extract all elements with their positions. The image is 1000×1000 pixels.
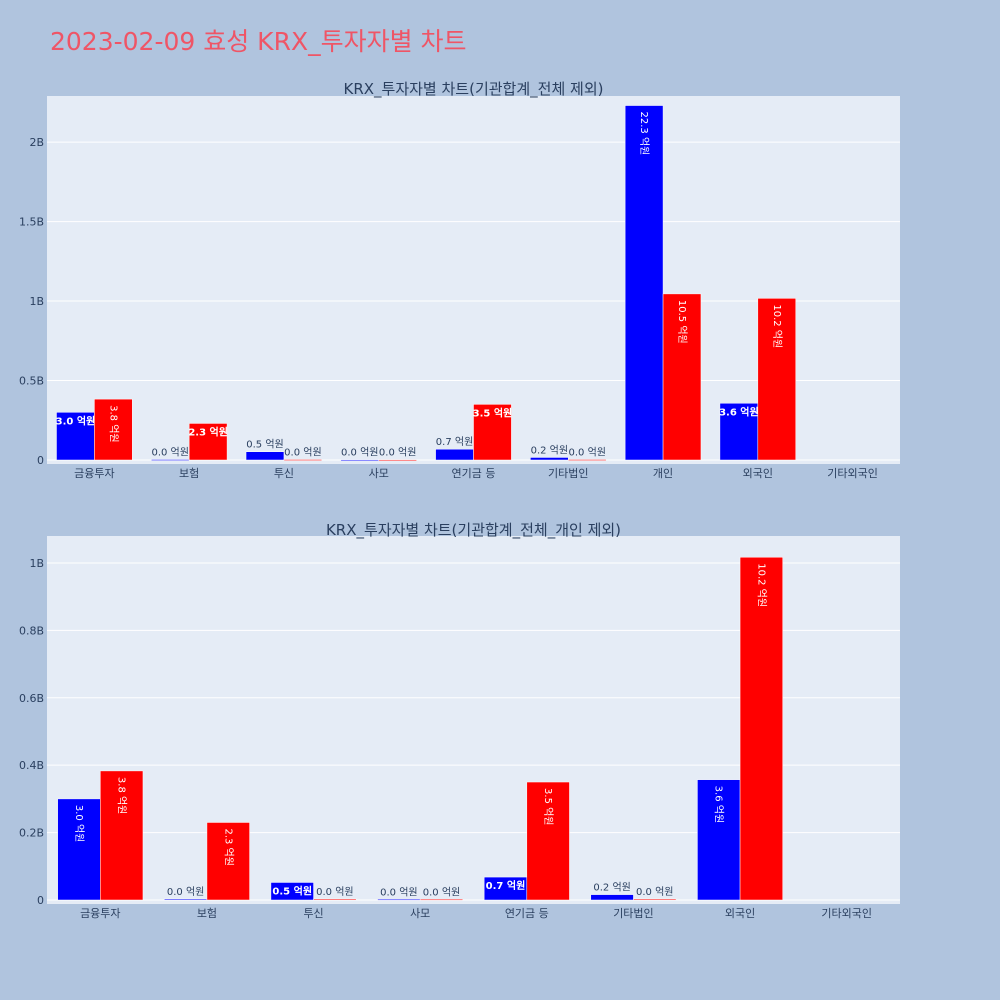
- bar: [378, 459, 417, 461]
- x-tick-label: 기타법인: [548, 467, 588, 480]
- x-tick-label: 개인: [653, 467, 673, 480]
- bar-data-label: 0.2 억원: [531, 444, 568, 456]
- x-tick-label: 사모: [410, 907, 430, 920]
- bar-data-label: 0.2 억원: [593, 882, 630, 894]
- x-tick-label: 보험: [179, 467, 199, 480]
- bar-data-label: 0.0 억원: [379, 447, 416, 459]
- bar-data-label: 3.6 억원: [719, 405, 759, 418]
- bar-data-label: 10.5 억원: [676, 300, 688, 344]
- bar-data-label: 10.2 억원: [755, 563, 767, 607]
- bar-data-label: 3.8 억원: [107, 405, 119, 442]
- bar-data-label: 0.0 억원: [151, 447, 188, 459]
- x-tick-label: 기타법인: [613, 907, 653, 920]
- x-tick-label: 금융투자: [80, 907, 120, 920]
- x-tick-label: 투신: [303, 907, 323, 920]
- y-tick-label: 1.5B: [19, 216, 44, 229]
- x-tick-label: 외국인: [725, 907, 755, 920]
- bar: [100, 770, 144, 901]
- chart-institutional-excl-total-individual: KRX_투자자별 차트(기관합계_전체_개인 제외) 0 0.2B 0.4B 0.6B 0…: [19, 521, 900, 920]
- bar: [56, 412, 95, 461]
- bar: [313, 898, 357, 901]
- y-tick-label: 0.5B: [19, 375, 44, 388]
- bar-data-label: 0.7 억원: [436, 436, 473, 448]
- y-tick-label: 0.8B: [19, 624, 44, 637]
- bar: [662, 293, 702, 461]
- bar: [697, 779, 741, 901]
- bar: [283, 459, 323, 461]
- bar-data-label: 0.0 억원: [380, 886, 417, 898]
- bar: [473, 404, 512, 461]
- bar-data-label: 0.0 억원: [568, 447, 605, 459]
- bar-data-label: 3.0 억원: [56, 414, 96, 427]
- bar-data-label: 2.3 억원: [188, 425, 228, 438]
- x-tick-label: 투신: [274, 467, 294, 480]
- bar-data-label: 0.5 억원: [272, 884, 312, 897]
- bar-data-label: 3.5 억원: [542, 788, 554, 825]
- bar-data-label: 0.0 억원: [423, 886, 460, 898]
- x-tick-label: 금융투자: [74, 467, 114, 480]
- bar-data-label: 0.5 억원: [246, 439, 283, 451]
- chart-title: KRX_투자자별 차트(기관합계_전체_개인 제외): [326, 521, 621, 540]
- y-tick-label: 1B: [29, 557, 44, 570]
- bar: [435, 448, 474, 461]
- bar: [340, 459, 379, 461]
- bar: [188, 423, 228, 461]
- chart-title: KRX_투자자별 차트(기관합계_전체 제외): [344, 80, 604, 99]
- bar-data-label: 22.3 억원: [638, 112, 650, 156]
- x-tick-label: 연기금 등: [452, 467, 496, 480]
- bar: [270, 882, 314, 901]
- chart-institutional-excl-total: KRX_투자자별 차트(기관합계_전체 제외) 0 0.5B 1B 1.5B 2B 금융투자…: [19, 80, 900, 480]
- y-tick-label: 0.2B: [19, 827, 44, 840]
- bar: [57, 798, 101, 901]
- x-tick-label: 외국인: [743, 467, 773, 480]
- bar-data-label: 0.0 억원: [284, 447, 321, 459]
- bar: [633, 898, 677, 901]
- bar: [377, 899, 421, 901]
- x-tick-label: 연기금 등: [505, 907, 549, 920]
- bar: [419, 899, 464, 901]
- y-tick-label: 0.4B: [19, 759, 44, 772]
- y-tick-label: 0.6B: [19, 692, 44, 705]
- bar: [206, 822, 250, 901]
- bar: [94, 398, 133, 461]
- bar: [151, 459, 190, 461]
- bar-data-label: 0.0 억원: [167, 886, 204, 898]
- bar: [719, 403, 759, 461]
- bar: [739, 556, 783, 901]
- bar-data-label: 3.8 억원: [116, 777, 128, 814]
- bar-data-label: 2.3 억원: [222, 828, 234, 865]
- bar-data-label: 0.0 억원: [316, 886, 353, 898]
- bar: [590, 894, 634, 901]
- x-tick-label: 보험: [197, 907, 217, 920]
- y-tick-label: 0: [37, 454, 44, 467]
- bar-data-label: 0.7 억원: [486, 879, 526, 892]
- x-tick-label: 기타외국인: [821, 907, 872, 920]
- page-title: 2023-02-09 효성 KRX_투자자별 차트: [50, 27, 467, 56]
- bar-data-label: 3.0 억원: [73, 805, 85, 842]
- bar-data-label: 0.0 억원: [341, 447, 378, 459]
- y-tick-label: 1B: [29, 295, 44, 308]
- bar-data-label: 10.2 억원: [771, 304, 783, 348]
- x-tick-label: 사모: [369, 467, 389, 480]
- x-tick-label: 기타외국인: [827, 467, 878, 480]
- bar-data-label: 0.0 억원: [636, 886, 673, 898]
- y-tick-label: 2B: [29, 136, 44, 149]
- bar: [164, 898, 208, 901]
- bar-data-label: 3.5 억원: [473, 406, 513, 419]
- y-tick-label: 0: [37, 894, 44, 907]
- bar: [757, 298, 796, 461]
- bar: [624, 105, 664, 461]
- bar-data-label: 3.6 억원: [713, 786, 725, 823]
- bar: [530, 457, 569, 461]
- bar: [526, 781, 570, 901]
- bar: [245, 451, 285, 461]
- bar: [568, 459, 607, 461]
